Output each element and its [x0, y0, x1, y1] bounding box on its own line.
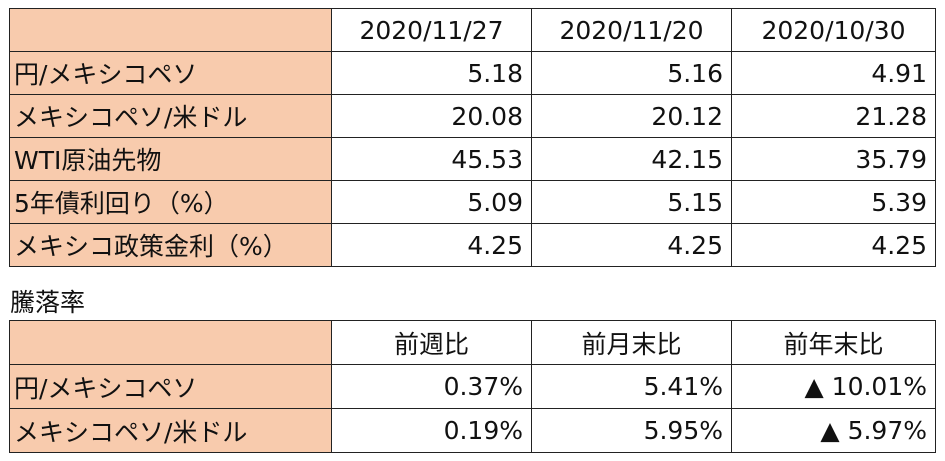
column-header: 2020/10/30 — [731, 8, 936, 52]
row-label: メキシコ政策金利（%） — [9, 223, 332, 267]
rates-table: 2020/11/27 2020/11/20 2020/10/30 円/メキシコペソ 5.… — [9, 8, 936, 267]
row: メキシコペソ/米ドル 0.19% 5.95% ▲ 5.97% — [9, 408, 936, 453]
row-label: 5年債利回り（%） — [9, 180, 332, 224]
row-label: メキシコペソ/米ドル — [9, 94, 332, 138]
caption: 騰落率 — [10, 288, 86, 317]
value-cell: 5.41% — [531, 364, 732, 409]
value-cell: 4.25 — [331, 223, 532, 267]
value-cell: 20.08 — [331, 94, 532, 138]
change-table: 前週比 前月末比 前年末比 円/メキシコペソ 0.37% 5.41% ▲ 10.01% メキシ… — [9, 320, 936, 453]
corner-cell — [9, 320, 332, 365]
value-cell: 45.53 — [331, 137, 532, 181]
header-row: 2020/11/27 2020/11/20 2020/10/30 — [9, 8, 936, 52]
value-cell: ▲ 5.97% — [731, 408, 936, 453]
row-label: メキシコペソ/米ドル — [9, 408, 332, 453]
header-row: 前週比 前月末比 前年末比 — [9, 320, 936, 365]
value-cell: 20.12 — [531, 94, 732, 138]
row-label: WTI原油先物 — [9, 137, 332, 181]
value-cell: 5.18 — [331, 51, 532, 95]
value-cell: 4.91 — [731, 51, 936, 95]
value-cell: 5.39 — [731, 180, 936, 224]
row-label: 円/メキシコペソ — [9, 51, 332, 95]
corner-cell — [9, 8, 332, 52]
row: 5年債利回り（%） 5.09 5.15 5.39 — [9, 180, 936, 224]
value-cell: 5.09 — [331, 180, 532, 224]
row: 円/メキシコペソ 0.37% 5.41% ▲ 10.01% — [9, 364, 936, 409]
column-header: 前年末比 — [731, 320, 936, 365]
value-cell: 5.95% — [531, 408, 732, 453]
value-cell: 0.19% — [331, 408, 532, 453]
row: 円/メキシコペソ 5.18 5.16 4.91 — [9, 51, 936, 95]
value-cell: 21.28 — [731, 94, 936, 138]
row: メキシコペソ/米ドル 20.08 20.12 21.28 — [9, 94, 936, 138]
value-cell: 0.37% — [331, 364, 532, 409]
value-cell: 42.15 — [531, 137, 732, 181]
column-header: 2020/11/27 — [331, 8, 532, 52]
row: メキシコ政策金利（%） 4.25 4.25 4.25 — [9, 223, 936, 267]
column-header: 2020/11/20 — [531, 8, 732, 52]
row: WTI原油先物 45.53 42.15 35.79 — [9, 137, 936, 181]
row-label: 円/メキシコペソ — [9, 364, 332, 409]
value-cell: 5.15 — [531, 180, 732, 224]
value-cell: 35.79 — [731, 137, 936, 181]
column-header: 前週比 — [331, 320, 532, 365]
value-cell: 4.25 — [731, 223, 936, 267]
value-cell: ▲ 10.01% — [731, 364, 936, 409]
value-cell: 5.16 — [531, 51, 732, 95]
column-header: 前月末比 — [531, 320, 732, 365]
value-cell: 4.25 — [531, 223, 732, 267]
